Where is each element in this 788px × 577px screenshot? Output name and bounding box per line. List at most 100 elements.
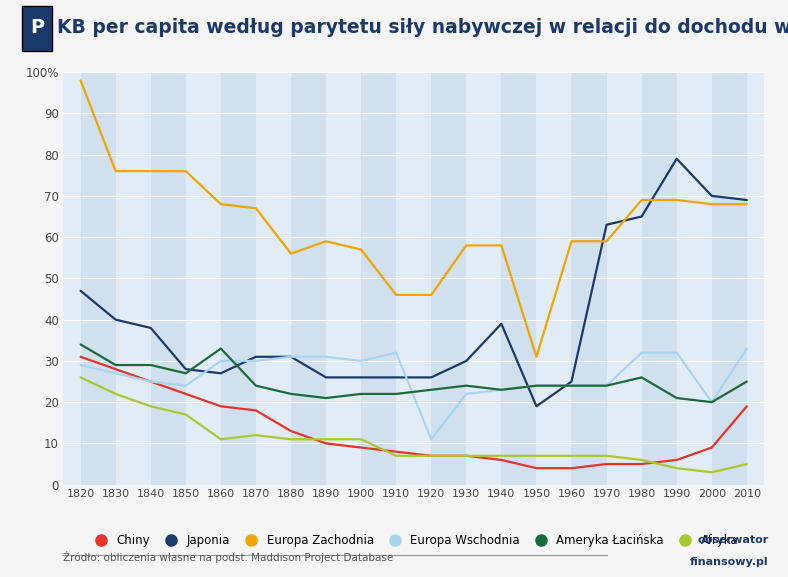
- Europa Wschodnia: [216, 357, 225, 365]
- Europa Wschodnia: [76, 362, 85, 369]
- Chiny: [707, 444, 716, 451]
- Japonia: [742, 197, 752, 204]
- Line: Ameryka Łacińska: Ameryka Łacińska: [80, 344, 747, 402]
- Ameryka Łacińska: [216, 345, 225, 352]
- Chiny: [146, 378, 155, 385]
- Afryka: [216, 436, 225, 443]
- Ameryka Łacińska: [356, 391, 366, 398]
- Bar: [291, 72, 326, 485]
- Chiny: [462, 452, 471, 459]
- Afryka: [496, 452, 506, 459]
- Text: P: P: [30, 18, 44, 37]
- Japonia: [637, 213, 646, 220]
- Europa Wschodnia: [532, 382, 541, 389]
- Europa Zachodnia: [76, 77, 85, 84]
- Afryka: [462, 452, 471, 459]
- Japonia: [532, 403, 541, 410]
- Japonia: [111, 316, 121, 323]
- Chiny: [322, 440, 331, 447]
- Chiny: [602, 460, 611, 467]
- Text: obserwator: obserwator: [697, 535, 768, 545]
- Japonia: [496, 320, 506, 327]
- Afryka: [322, 436, 331, 443]
- Chiny: [742, 403, 752, 410]
- Bar: [501, 72, 537, 485]
- Afryka: [76, 374, 85, 381]
- Ameryka Łacińska: [286, 391, 296, 398]
- Europa Zachodnia: [707, 201, 716, 208]
- Europa Zachodnia: [532, 353, 541, 360]
- Afryka: [707, 469, 716, 476]
- Europa Zachodnia: [672, 197, 682, 204]
- Europa Wschodnia: [392, 349, 401, 356]
- Chiny: [426, 452, 436, 459]
- Europa Wschodnia: [496, 387, 506, 394]
- Europa Zachodnia: [251, 205, 261, 212]
- Afryka: [356, 436, 366, 443]
- Afryka: [637, 456, 646, 463]
- Bar: [641, 72, 677, 485]
- Europa Zachodnia: [392, 291, 401, 298]
- Europa Zachodnia: [286, 250, 296, 257]
- Afryka: [672, 464, 682, 471]
- Japonia: [322, 374, 331, 381]
- Japonia: [356, 374, 366, 381]
- Chiny: [251, 407, 261, 414]
- Europa Wschodnia: [356, 357, 366, 365]
- Ameryka Łacińska: [496, 387, 506, 394]
- Afryka: [146, 403, 155, 410]
- Bar: [712, 72, 747, 485]
- Bar: [431, 72, 466, 485]
- Ameryka Łacińska: [602, 382, 611, 389]
- Chiny: [286, 428, 296, 434]
- Europa Wschodnia: [426, 436, 436, 443]
- Europa Zachodnia: [567, 238, 576, 245]
- Chiny: [111, 366, 121, 373]
- Europa Wschodnia: [181, 382, 191, 389]
- Ameryka Łacińska: [532, 382, 541, 389]
- Text: finansowy.pl: finansowy.pl: [690, 557, 768, 567]
- Bar: [221, 72, 256, 485]
- Japonia: [181, 366, 191, 373]
- Ameryka Łacińska: [251, 382, 261, 389]
- Afryka: [602, 452, 611, 459]
- Europa Zachodnia: [602, 238, 611, 245]
- Line: Afryka: Afryka: [80, 377, 747, 473]
- Ameryka Łacińska: [392, 391, 401, 398]
- Line: Europa Wschodnia: Europa Wschodnia: [80, 349, 747, 439]
- Chiny: [76, 353, 85, 360]
- Text: Źródło: obliczenia własne na podst. Maddison Project Database: Źródło: obliczenia własne na podst. Madd…: [63, 550, 393, 563]
- Bar: [151, 72, 186, 485]
- Chiny: [637, 460, 646, 467]
- Europa Zachodnia: [146, 168, 155, 175]
- Europa Wschodnia: [146, 378, 155, 385]
- Chiny: [181, 391, 191, 398]
- Afryka: [392, 452, 401, 459]
- Legend: Chiny, Japonia, Europa Zachodnia, Europa Wschodnia, Ameryka Łacińska, Afryka: Chiny, Japonia, Europa Zachodnia, Europa…: [84, 530, 743, 552]
- Europa Zachodnia: [426, 291, 436, 298]
- Europa Wschodnia: [742, 345, 752, 352]
- Japonia: [567, 378, 576, 385]
- Europa Zachodnia: [637, 197, 646, 204]
- Europa Zachodnia: [111, 168, 121, 175]
- Afryka: [111, 391, 121, 398]
- Japonia: [146, 324, 155, 331]
- Europa Wschodnia: [672, 349, 682, 356]
- Bar: [571, 72, 607, 485]
- Ameryka Łacińska: [567, 382, 576, 389]
- Chiny: [216, 403, 225, 410]
- Japonia: [672, 155, 682, 162]
- Japonia: [602, 222, 611, 228]
- Europa Zachodnia: [496, 242, 506, 249]
- Japonia: [462, 357, 471, 365]
- Europa Wschodnia: [286, 353, 296, 360]
- Europa Wschodnia: [567, 382, 576, 389]
- Afryka: [742, 460, 752, 467]
- Ameryka Łacińska: [111, 362, 121, 369]
- Bar: [361, 72, 396, 485]
- Europa Zachodnia: [356, 246, 366, 253]
- Europa Zachodnia: [216, 201, 225, 208]
- Ameryka Łacińska: [707, 399, 716, 406]
- Ameryka Łacińska: [462, 382, 471, 389]
- Chiny: [356, 444, 366, 451]
